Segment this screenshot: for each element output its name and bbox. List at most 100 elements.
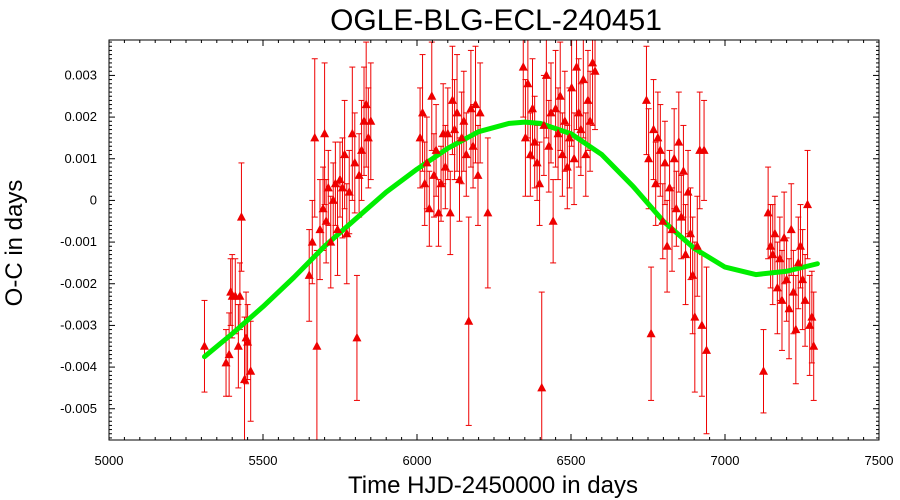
data-point (539, 120, 549, 129)
data-point (766, 241, 776, 250)
data-point (199, 341, 209, 350)
data-point (788, 287, 798, 296)
data-point (555, 91, 565, 100)
data-point (665, 182, 675, 192)
data-point (683, 187, 693, 196)
data-point (354, 170, 364, 179)
x-tick-label: 7500 (865, 453, 894, 468)
data-point (669, 153, 679, 163)
data-point (660, 157, 670, 167)
data-point (688, 270, 698, 279)
data-point (483, 207, 493, 217)
data-point (434, 207, 444, 217)
data-point (805, 320, 815, 329)
data-point (455, 174, 464, 184)
data-point (246, 366, 256, 375)
data-point (518, 62, 528, 71)
data-point (342, 228, 352, 238)
data-point (357, 145, 367, 154)
x-tick-label: 6000 (403, 453, 432, 468)
data-point (473, 170, 483, 179)
data-point (312, 341, 322, 350)
data-point (644, 153, 654, 163)
data-point (678, 166, 688, 175)
data-point (777, 295, 787, 304)
y-tick-label: -0.005 (60, 401, 97, 416)
data-point (653, 132, 663, 142)
data-point (525, 149, 535, 159)
data-point (326, 237, 336, 246)
data-point (440, 162, 450, 171)
data-point (361, 99, 371, 109)
data-point (457, 132, 467, 142)
data-point (321, 216, 331, 225)
data-point (236, 212, 246, 221)
data-point (323, 182, 333, 192)
data-point (578, 74, 588, 84)
x-axis-label: Time HJD-2450000 in days (348, 472, 638, 499)
data-point (243, 337, 253, 346)
data-point (420, 178, 430, 188)
data-point (690, 312, 700, 321)
data-point (768, 249, 778, 259)
data-point (424, 203, 434, 213)
y-tick-label: -0.001 (60, 234, 97, 249)
chart-title: OGLE-BLG-ECL-240451 (330, 4, 662, 37)
data-point (445, 207, 455, 217)
data-point (366, 116, 376, 125)
data-point (352, 332, 362, 342)
y-tick-label: 0.003 (64, 67, 97, 82)
x-tick-label: 5000 (95, 453, 124, 468)
y-tick-label: -0.004 (60, 359, 97, 374)
y-tick-label: 0.001 (64, 151, 97, 166)
data-point (363, 132, 373, 142)
data-point (772, 282, 782, 292)
data-point (807, 312, 817, 321)
data-point (791, 324, 801, 334)
data-point (335, 174, 345, 184)
data-point (447, 95, 457, 104)
data-point (320, 128, 330, 138)
data-point (452, 107, 462, 117)
data-point (674, 137, 684, 146)
data-point (784, 303, 794, 313)
data-point (304, 270, 314, 279)
data-point (786, 224, 796, 234)
data-point (337, 182, 347, 192)
data-point (770, 228, 780, 238)
data-point (466, 103, 476, 113)
data-point (464, 316, 474, 325)
plot-frame (108, 39, 880, 441)
data-point (468, 141, 478, 150)
data-point (461, 149, 471, 159)
data-point (782, 274, 792, 284)
data-point (541, 70, 551, 79)
data-point (431, 145, 441, 154)
data-point (671, 203, 681, 213)
data-point (546, 107, 556, 117)
data-point (655, 145, 665, 154)
data-point (330, 178, 340, 188)
data-point (310, 132, 320, 142)
data-point (699, 145, 709, 154)
data-point (544, 141, 554, 150)
data-point (535, 178, 545, 188)
data-point (692, 241, 702, 250)
data-point (681, 249, 691, 259)
data-point (588, 57, 598, 67)
data-point (548, 216, 558, 225)
data-point (528, 103, 537, 113)
data-point (315, 224, 325, 234)
data-point (530, 137, 540, 146)
data-point (233, 341, 243, 350)
y-tick-label: 0.002 (64, 109, 97, 124)
data-point (697, 320, 707, 329)
data-point (347, 128, 357, 138)
data-point (585, 116, 595, 125)
data-point (651, 178, 661, 188)
data-point (557, 149, 567, 159)
data-point (532, 157, 542, 167)
axes: 5000 5500 6000 6500 7000 7500 0.003 0.002 0.001 0… (60, 40, 893, 468)
data-point (572, 62, 582, 71)
data-point (562, 162, 572, 171)
